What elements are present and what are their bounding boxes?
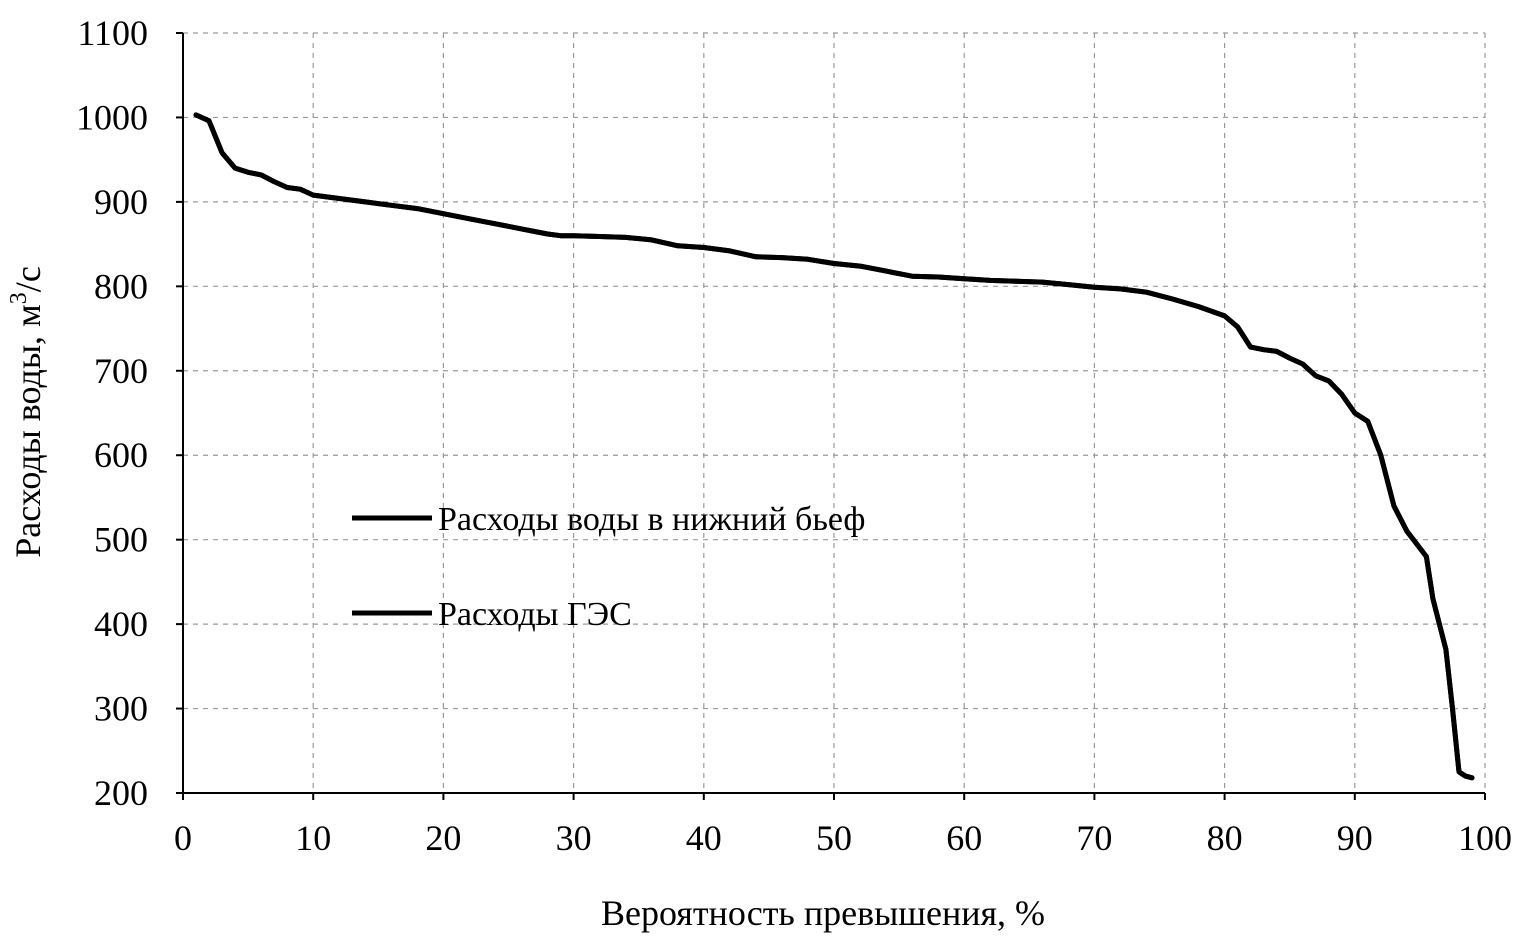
y-tick-label-2: 400 [94,604,148,644]
y-tick-label-0: 200 [94,773,148,813]
y-tick-label-6: 800 [94,266,148,306]
y-axis-title: Расходы воды, м3/с [6,266,48,558]
y-tick-label-1: 300 [94,689,148,729]
legend-label-lower-pool: Расходы воды в нижний бьеф [438,501,865,538]
x-tick-label-0: 0 [174,818,192,858]
tick-labels: 0 10 20 30 40 50 60 70 80 90 100 200 300 400 500 600 700… [76,13,1512,858]
axes [176,32,1486,800]
y-tick-label-3: 500 [94,520,148,560]
x-tick-label-8: 80 [1207,818,1243,858]
x-tick-label-10: 100 [1458,818,1512,858]
y-tick-label-7: 900 [94,182,148,222]
y-tick-label-4: 600 [94,435,148,475]
series-line-1 [193,112,1475,781]
legend: Расходы воды в нижний бьеф Расходы ГЭС [352,501,865,633]
grid [183,32,1486,793]
x-tick-label-2: 20 [425,818,461,858]
x-tick-label-9: 90 [1337,818,1373,858]
x-tick-label-3: 30 [556,818,592,858]
x-tick-label-7: 70 [1076,818,1112,858]
y-axis-title-tail: /с [8,266,48,292]
series-layer [193,112,1475,781]
y-tick-label-8: 1000 [76,97,148,137]
legend-label-hpp: Расходы ГЭС [438,596,632,633]
y-tick-label-9: 1100 [77,13,148,53]
x-tick-label-4: 40 [686,818,722,858]
x-tick-label-1: 10 [295,818,331,858]
y-axis-title-main: Расходы воды, м [8,304,48,558]
x-axis-title: Вероятность превышения, % [601,893,1045,933]
y-tick-label-5: 700 [94,351,148,391]
y-axis-title-superscript: 3 [6,292,32,304]
x-tick-label-5: 50 [816,818,852,858]
x-tick-label-6: 60 [946,818,982,858]
